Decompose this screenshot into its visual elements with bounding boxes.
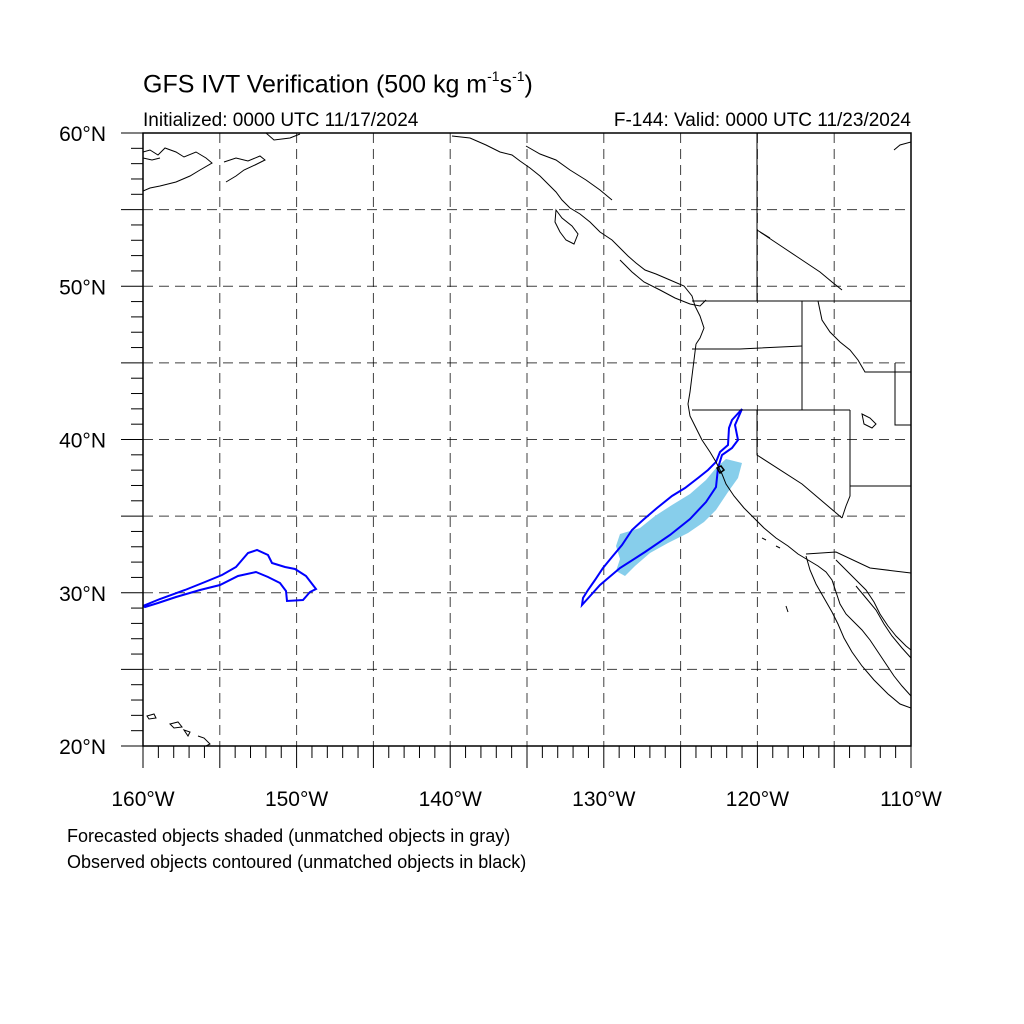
lon-label: 130°W bbox=[572, 788, 635, 811]
lat-label: 50°N bbox=[59, 276, 106, 299]
lon-label: 110°W bbox=[880, 788, 942, 811]
title-mid: s bbox=[499, 70, 513, 99]
observed-object-contour-california bbox=[580, 408, 743, 609]
title-main: GFS IVT Verification (500 kg m bbox=[143, 70, 488, 99]
valid-time-label: F-144: Valid: 0000 UTC 11/23/2024 bbox=[613, 110, 911, 131]
map-gridlines bbox=[143, 133, 911, 746]
observed-object-contour-pacific bbox=[143, 548, 318, 609]
title-exponent-1: -1 bbox=[487, 68, 500, 84]
map-title: GFS IVT Verification (500 kg m-1s-1) bbox=[143, 68, 533, 99]
political-boundaries bbox=[692, 133, 911, 574]
lon-label: 120°W bbox=[726, 788, 789, 811]
coastlines bbox=[143, 133, 911, 746]
lon-label: 140°W bbox=[419, 788, 482, 811]
legend-observed-note: Observed objects contoured (unmatched ob… bbox=[67, 852, 527, 872]
lat-label: 60°N bbox=[59, 123, 106, 146]
title-end: ) bbox=[524, 70, 533, 99]
lon-label: 150°W bbox=[265, 788, 328, 811]
legend-forecast-note: Forecasted objects shaded (unmatched obj… bbox=[67, 826, 511, 846]
lat-label: 20°N bbox=[59, 736, 106, 759]
forecast-object-shaded bbox=[616, 459, 742, 576]
lat-label: 40°N bbox=[59, 430, 106, 453]
observed-unmatched-contour bbox=[715, 465, 726, 475]
axis-ticks bbox=[121, 132, 912, 768]
lat-label: 30°N bbox=[59, 583, 106, 606]
initialized-label: Initialized: 0000 UTC 11/17/2024 bbox=[143, 110, 419, 131]
title-exponent-2: -1 bbox=[512, 68, 525, 84]
lon-label: 160°W bbox=[111, 788, 174, 811]
axis-labels: 160°W 150°W 140°W 130°W 120°W 110°W 20°N 30°N 40… bbox=[59, 123, 942, 811]
